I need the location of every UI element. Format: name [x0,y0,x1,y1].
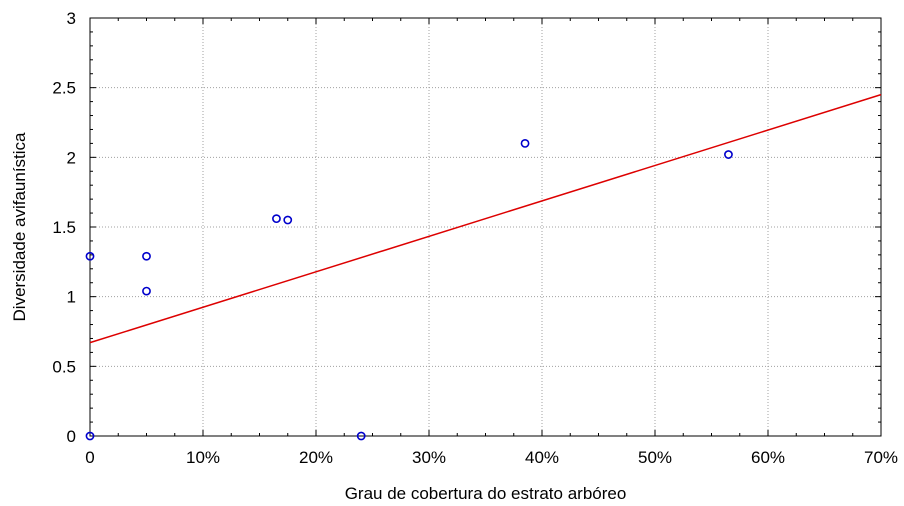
data-point [356,431,366,441]
y-tick-label: 0.5 [52,357,76,376]
x-tick-label: 70% [864,448,898,467]
regression-line [89,93,882,344]
x-tick-label: 40% [525,448,559,467]
x-tick-label: 10% [186,448,220,467]
x-tick-label: 60% [751,448,785,467]
data-points [85,138,733,441]
y-tick-label: 3 [67,9,76,28]
y-tick-label: 1 [67,288,76,307]
data-point [724,150,733,159]
grid [90,18,881,436]
x-tick-label: 30% [412,448,446,467]
data-point [142,251,151,261]
y-tick-label: 2.5 [52,79,76,98]
data-point [85,431,95,441]
y-tick-labels: 0 0.5 1 1.5 2 2.5 3 [52,9,76,446]
data-point [272,214,281,224]
y-tick-label: 1.5 [52,218,76,237]
axis-ticks [89,17,882,437]
y-tick-label: 2 [67,148,76,167]
data-point [283,215,293,225]
x-tick-label: 50% [638,448,672,467]
x-axis-title: Grau de cobertura do estrato arbóreo [345,484,627,503]
y-tick-label: 0 [67,427,76,446]
y-axis-title: Diversidade avifaunística [10,132,29,322]
data-point [142,286,151,296]
x-tick-label: 20% [299,448,333,467]
data-point [520,138,530,148]
data-point [85,251,95,261]
x-tick-labels: 0 10% 20% 30% 40% 50% 60% 70% [85,448,898,467]
x-tick-label: 0 [85,448,94,467]
